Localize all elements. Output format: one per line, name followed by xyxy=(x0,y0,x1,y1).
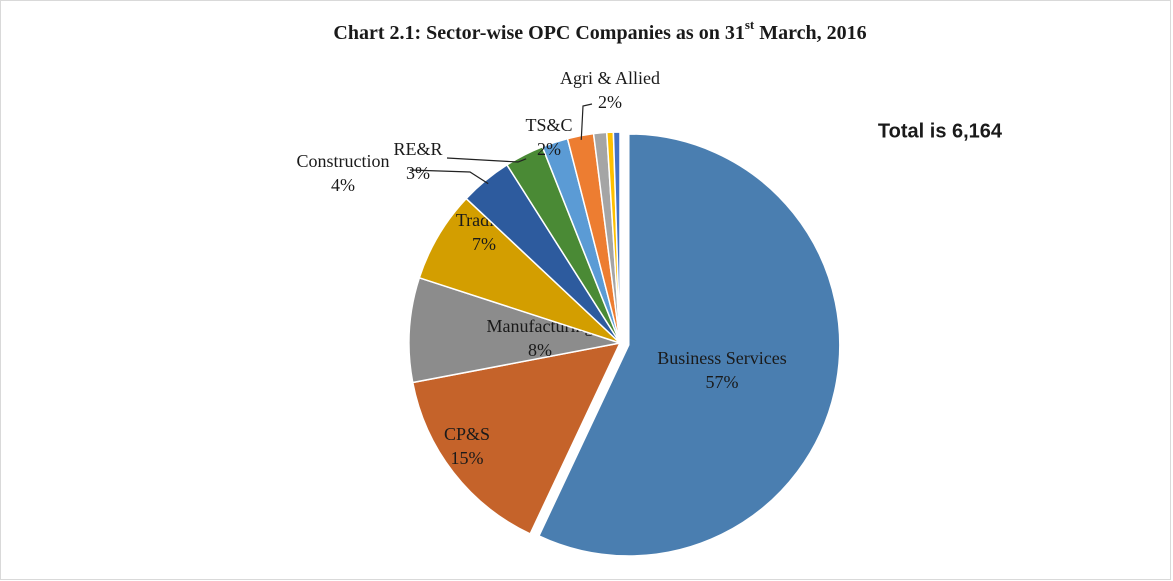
slice-label: CP&S xyxy=(444,424,490,444)
slice-value-label: 4% xyxy=(331,175,355,195)
pie-slice xyxy=(537,133,841,557)
total-annotation: Total is 6,164 xyxy=(878,120,1003,142)
pie-slice xyxy=(408,276,621,384)
leader-line xyxy=(409,169,489,185)
title-part: March, 2016 xyxy=(754,22,866,44)
pie-slice xyxy=(411,341,622,535)
slice-value-label: 3% xyxy=(406,163,430,183)
chart-title: Chart 2.1: Sector-wise OPC Companies as … xyxy=(333,17,866,44)
title-superscript: st xyxy=(745,17,755,32)
pie-slice xyxy=(612,131,621,344)
slice-value-label: 8% xyxy=(528,340,552,360)
slice-label: Construction xyxy=(297,151,390,171)
slice-value-label: 7% xyxy=(472,234,496,254)
slice-value-label: 57% xyxy=(706,372,739,392)
slice-label: Agri & Allied xyxy=(560,68,660,88)
leader-line xyxy=(446,157,527,163)
leader-line xyxy=(580,103,593,140)
slice-value-label: 2% xyxy=(598,92,622,112)
slice-value-label: 2% xyxy=(537,139,561,159)
slice-value-label: 15% xyxy=(451,448,484,468)
slice-label: RE&R xyxy=(393,139,442,159)
slice-label: TS&C xyxy=(525,115,572,135)
slice-label: Business Services xyxy=(657,348,787,368)
title-part: Chart 2.1: Sector-wise OPC Companies as … xyxy=(333,22,744,44)
